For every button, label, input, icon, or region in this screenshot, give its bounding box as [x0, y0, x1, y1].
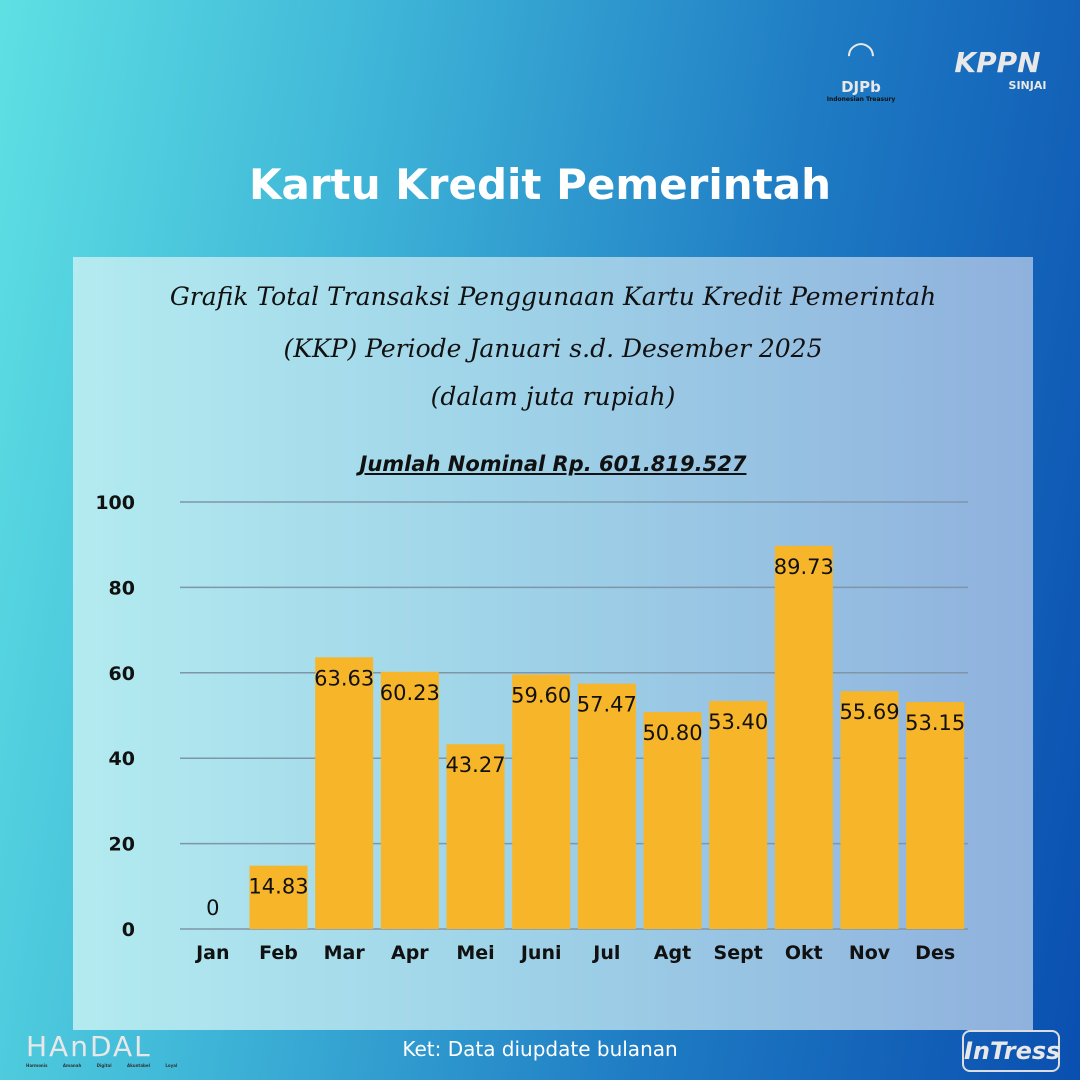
y-tick-label: 80: [109, 577, 135, 599]
intress-text: InTress: [964, 1037, 1061, 1065]
x-tick-label: Agt: [654, 942, 691, 964]
x-tick-label: Juni: [519, 942, 562, 964]
data-label: 43.27: [445, 753, 505, 777]
djpb-text: DJPb: [841, 78, 881, 96]
x-tick-label: Mei: [456, 942, 494, 964]
data-label: 53.15: [905, 711, 965, 735]
chart-title-line-2: (KKP) Periode Januari s.d. Desember 2025: [283, 334, 823, 363]
bar: [643, 712, 702, 929]
bar: [906, 702, 965, 929]
x-tick-label: Feb: [259, 942, 298, 964]
y-tick-label: 100: [95, 492, 135, 514]
kppn-text: KPPN: [954, 46, 1041, 79]
data-label: 0: [206, 896, 219, 920]
bar: [380, 671, 439, 929]
x-tick-label: Nov: [849, 942, 891, 964]
data-label: 59.60: [511, 684, 571, 708]
data-label: 89.73: [774, 555, 834, 579]
data-label: 55.69: [839, 700, 899, 724]
chart-title-line-1: Grafik Total Transaksi Penggunaan Kartu …: [169, 282, 937, 311]
djpb-subtext: Indonesian Treasury: [826, 96, 896, 103]
bar: [840, 691, 899, 929]
djpb-emblem-icon: ◠: [847, 34, 875, 74]
x-tick-label: Apr: [391, 942, 429, 964]
djpb-logo: ◠ DJPb Indonesian Treasury: [826, 30, 896, 103]
data-label: 50.80: [642, 721, 702, 745]
data-label: 57.47: [577, 693, 637, 717]
chart-panel: Grafik Total Transaksi Penggunaan Kartu …: [73, 257, 1033, 1030]
y-tick-label: 40: [109, 748, 135, 770]
data-label: 53.40: [708, 710, 768, 734]
bar: [315, 657, 374, 929]
bar: [577, 683, 636, 929]
data-label: 14.83: [248, 875, 308, 899]
data-label: 60.23: [380, 681, 440, 705]
x-tick-label: Okt: [785, 942, 823, 964]
x-tick-label: Sept: [714, 942, 763, 964]
intress-logo: InTress: [962, 1030, 1060, 1072]
bar: [774, 545, 833, 929]
chart-title-line-3: (dalam juta rupiah): [430, 382, 676, 411]
y-tick-label: 60: [109, 663, 135, 685]
kppn-logo: KPPN SINJAI: [930, 46, 1065, 92]
page-title: Kartu Kredit Pemerintah: [249, 160, 831, 209]
x-tick-label: Jul: [591, 942, 620, 964]
footer-note: Ket: Data diupdate bulanan: [402, 1037, 678, 1061]
handal-subtext: Harmonis Amanah Digital Akuntabel Loyal: [26, 1063, 178, 1068]
x-tick-label: Jan: [194, 942, 229, 964]
bar: [709, 700, 768, 929]
bar: [446, 744, 505, 929]
chart-subtitle: Jumlah Nominal Rp. 601.819.527: [359, 452, 747, 476]
bar: [512, 674, 571, 929]
bar-chart: 0 20 40 60 80 100 0 Jan 14.83 Feb 63.63 Mar 60.23 Apr…: [95, 492, 968, 964]
bar: [249, 865, 308, 929]
x-tick-label: Des: [915, 942, 955, 964]
y-tick-label: 0: [122, 919, 135, 941]
data-label: 63.63: [314, 666, 374, 690]
y-tick-label: 20: [109, 834, 135, 856]
x-tick-label: Mar: [324, 942, 366, 964]
kppn-subtext: SINJAI: [1008, 79, 1047, 92]
handal-text: HAnDAL: [26, 1030, 152, 1063]
handal-logo: HAnDAL Harmonis Amanah Digital Akuntabel…: [26, 1030, 177, 1068]
